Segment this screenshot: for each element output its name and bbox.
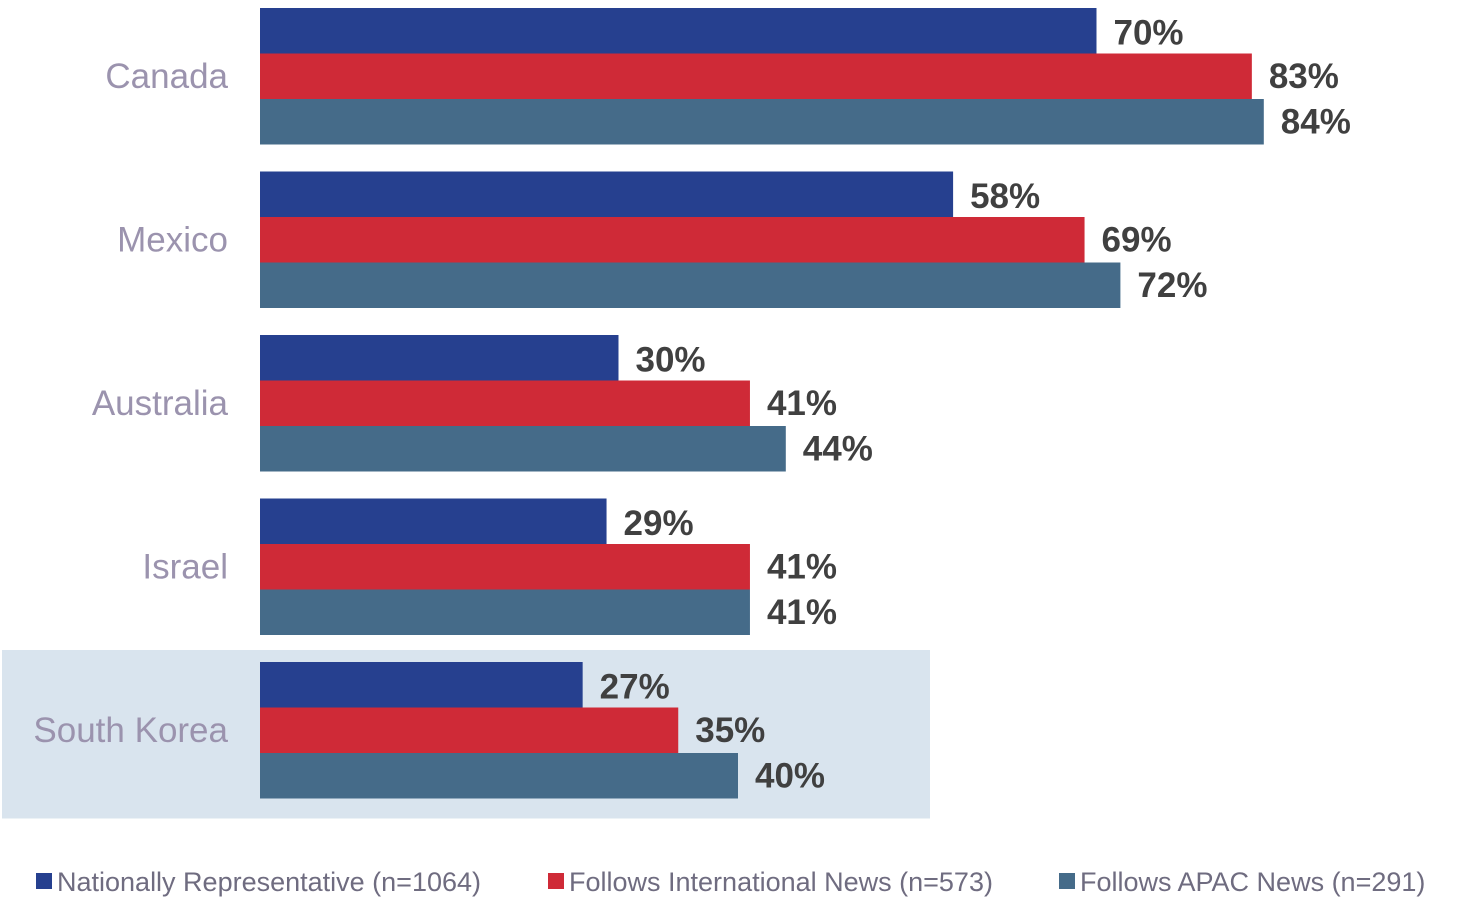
data-label: 30%	[636, 340, 706, 379]
category-label: Australia	[92, 384, 229, 423]
data-label: 72%	[1137, 266, 1207, 305]
data-label: 69%	[1102, 220, 1172, 259]
legend-swatch	[1059, 873, 1075, 889]
bar	[260, 662, 583, 708]
data-label: 58%	[970, 177, 1040, 216]
bar	[260, 426, 786, 472]
bar	[260, 380, 750, 426]
legend: Nationally Representative (n=1064) Follow…	[36, 867, 1425, 897]
category-label: Mexico	[117, 220, 228, 259]
legend-label: Follows International News (n=573)	[569, 867, 993, 897]
bar	[260, 8, 1097, 54]
bar	[260, 544, 750, 590]
data-label: 41%	[767, 593, 837, 632]
bar	[260, 498, 607, 544]
category-label: South Korea	[33, 711, 228, 750]
data-label: 40%	[755, 756, 825, 795]
labels-layer: Canada 70% 83% 84% Mexico 58% 69% 72% Australia 3…	[33, 13, 1350, 795]
legend-label: Follows APAC News (n=291)	[1080, 867, 1425, 897]
legend-label: Nationally Representative (n=1064)	[57, 867, 481, 897]
category-label: Canada	[105, 57, 228, 96]
data-label: 84%	[1281, 102, 1351, 141]
bar	[260, 171, 954, 217]
data-label: 41%	[767, 547, 837, 586]
data-label: 29%	[624, 504, 694, 543]
data-label: 70%	[1114, 13, 1184, 52]
data-label: 27%	[600, 667, 670, 706]
bar	[260, 707, 679, 753]
bar	[260, 217, 1085, 263]
legend-swatch	[36, 873, 52, 889]
legend-swatch	[548, 873, 564, 889]
data-label: 41%	[767, 384, 837, 423]
data-label: 35%	[695, 711, 765, 750]
bars-layer	[260, 8, 1264, 799]
bar	[260, 589, 750, 635]
data-label: 44%	[803, 429, 873, 468]
bar	[260, 335, 619, 381]
bar	[260, 262, 1121, 308]
category-label: Israel	[142, 547, 228, 586]
bar	[260, 99, 1264, 145]
data-label: 83%	[1269, 57, 1339, 96]
bar	[260, 53, 1252, 99]
bar	[260, 753, 738, 799]
